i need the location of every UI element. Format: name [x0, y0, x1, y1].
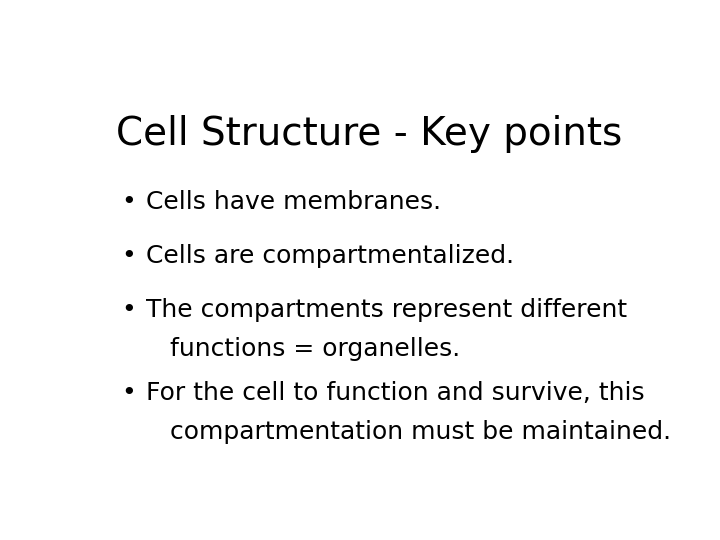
Text: compartmentation must be maintained.: compartmentation must be maintained.	[145, 420, 671, 444]
Text: •: •	[122, 298, 136, 322]
Text: •: •	[122, 381, 136, 405]
Text: •: •	[122, 190, 136, 213]
Text: Cells are compartmentalized.: Cells are compartmentalized.	[145, 244, 514, 268]
Text: Cell Structure - Key points: Cell Structure - Key points	[116, 114, 622, 153]
Text: Cells have membranes.: Cells have membranes.	[145, 190, 441, 213]
Text: The compartments represent different: The compartments represent different	[145, 298, 627, 322]
Text: •: •	[122, 244, 136, 268]
Text: For the cell to function and survive, this: For the cell to function and survive, th…	[145, 381, 644, 405]
Text: functions = organelles.: functions = organelles.	[145, 337, 460, 361]
